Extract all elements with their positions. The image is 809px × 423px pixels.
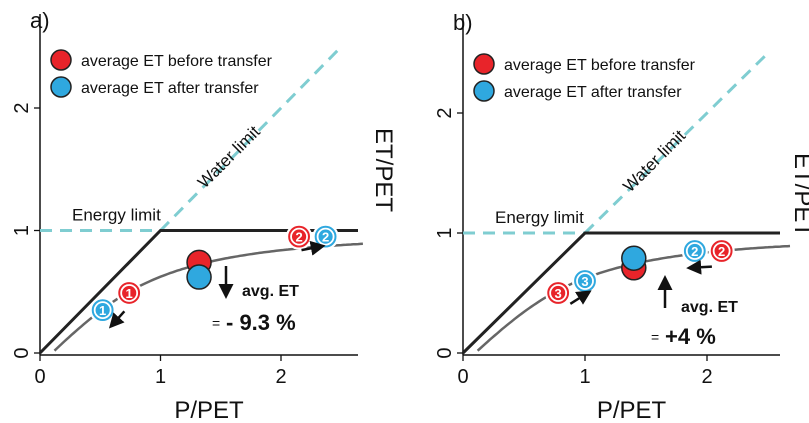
y-axis-label: ET/PET (789, 153, 809, 237)
avg-et-value: +4 % (665, 324, 716, 349)
x-tick-label: 0 (457, 366, 468, 388)
catchment-point-label: 2 (322, 230, 329, 245)
water-limit-label: Water limit (619, 126, 689, 196)
legend-marker-before (473, 53, 495, 75)
catchment-point-label: 2 (295, 230, 302, 245)
catchment-point-ring (290, 227, 308, 246)
y-tick-label: 2 (434, 107, 456, 118)
avg-et-value: - 9.3 % (226, 310, 296, 335)
catchment-point-label: 1 (126, 286, 133, 301)
water-limit-label: Water limit (194, 122, 264, 192)
legend-label-after: average ET after transfer (504, 84, 682, 101)
catchment-point-ring (712, 242, 731, 260)
water-limit-dashed (583, 51, 770, 235)
x-axis-label: P/PET (174, 397, 244, 423)
y-tick-label: 1 (434, 227, 456, 238)
legend-label-after: average ET after transfer (81, 80, 259, 97)
movement-arrow (108, 310, 126, 329)
water-limit-dashed (159, 45, 343, 232)
catchment-point-ring (576, 272, 594, 290)
catchment-point-label: 3 (555, 286, 562, 301)
y-tick-label: 0 (434, 347, 456, 358)
legend-marker-after (473, 80, 495, 102)
catchment-point-ring (549, 284, 568, 302)
catchment-point-label: 2 (691, 244, 698, 259)
legend-label-before: average ET before transfer (504, 57, 696, 74)
legend-marker-before (50, 49, 72, 71)
avg-et-label: avg. ET (242, 283, 299, 300)
catchment-point-label: 2 (718, 244, 725, 259)
average-marker-after (186, 264, 212, 290)
legend-label-before: average ET before transfer (81, 53, 273, 70)
avg-et-equals: = (651, 329, 659, 345)
x-tick-label: 1 (155, 366, 166, 388)
movement-arrow (301, 240, 326, 256)
avg-et-label: avg. ET (681, 299, 738, 316)
average-marker-after (621, 245, 647, 271)
y-tick-label: 0 (11, 347, 33, 358)
catchment-point-label: 3 (581, 274, 588, 289)
x-axis-label: P/PET (597, 397, 667, 423)
limits-line (461, 231, 780, 355)
x-tick-label: 2 (275, 366, 286, 388)
avg-et-equals: = (212, 315, 220, 331)
catchment-point-ring (685, 242, 704, 260)
energy-limit-label: Energy limit (72, 206, 161, 225)
catchment-point-label: 1 (99, 303, 106, 318)
x-tick-label: 2 (701, 366, 712, 388)
x-tick-label: 1 (579, 366, 590, 388)
y-axis-label: ET/PET (370, 128, 397, 212)
movement-arrow (686, 259, 712, 275)
catchment-point-ring (120, 284, 139, 302)
energy-limit-label: Energy limit (495, 208, 584, 227)
x-tick-label: 0 (34, 366, 45, 388)
legend-marker-after (50, 76, 72, 98)
movement-arrow (569, 290, 592, 305)
catchment-point-ring (93, 301, 112, 320)
y-tick-label: 1 (11, 225, 33, 236)
y-tick-label: 2 (11, 102, 33, 113)
